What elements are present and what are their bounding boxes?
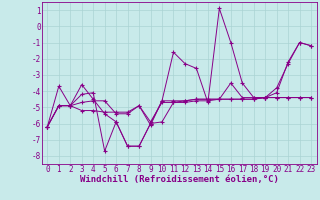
X-axis label: Windchill (Refroidissement éolien,°C): Windchill (Refroidissement éolien,°C) [80, 175, 279, 184]
